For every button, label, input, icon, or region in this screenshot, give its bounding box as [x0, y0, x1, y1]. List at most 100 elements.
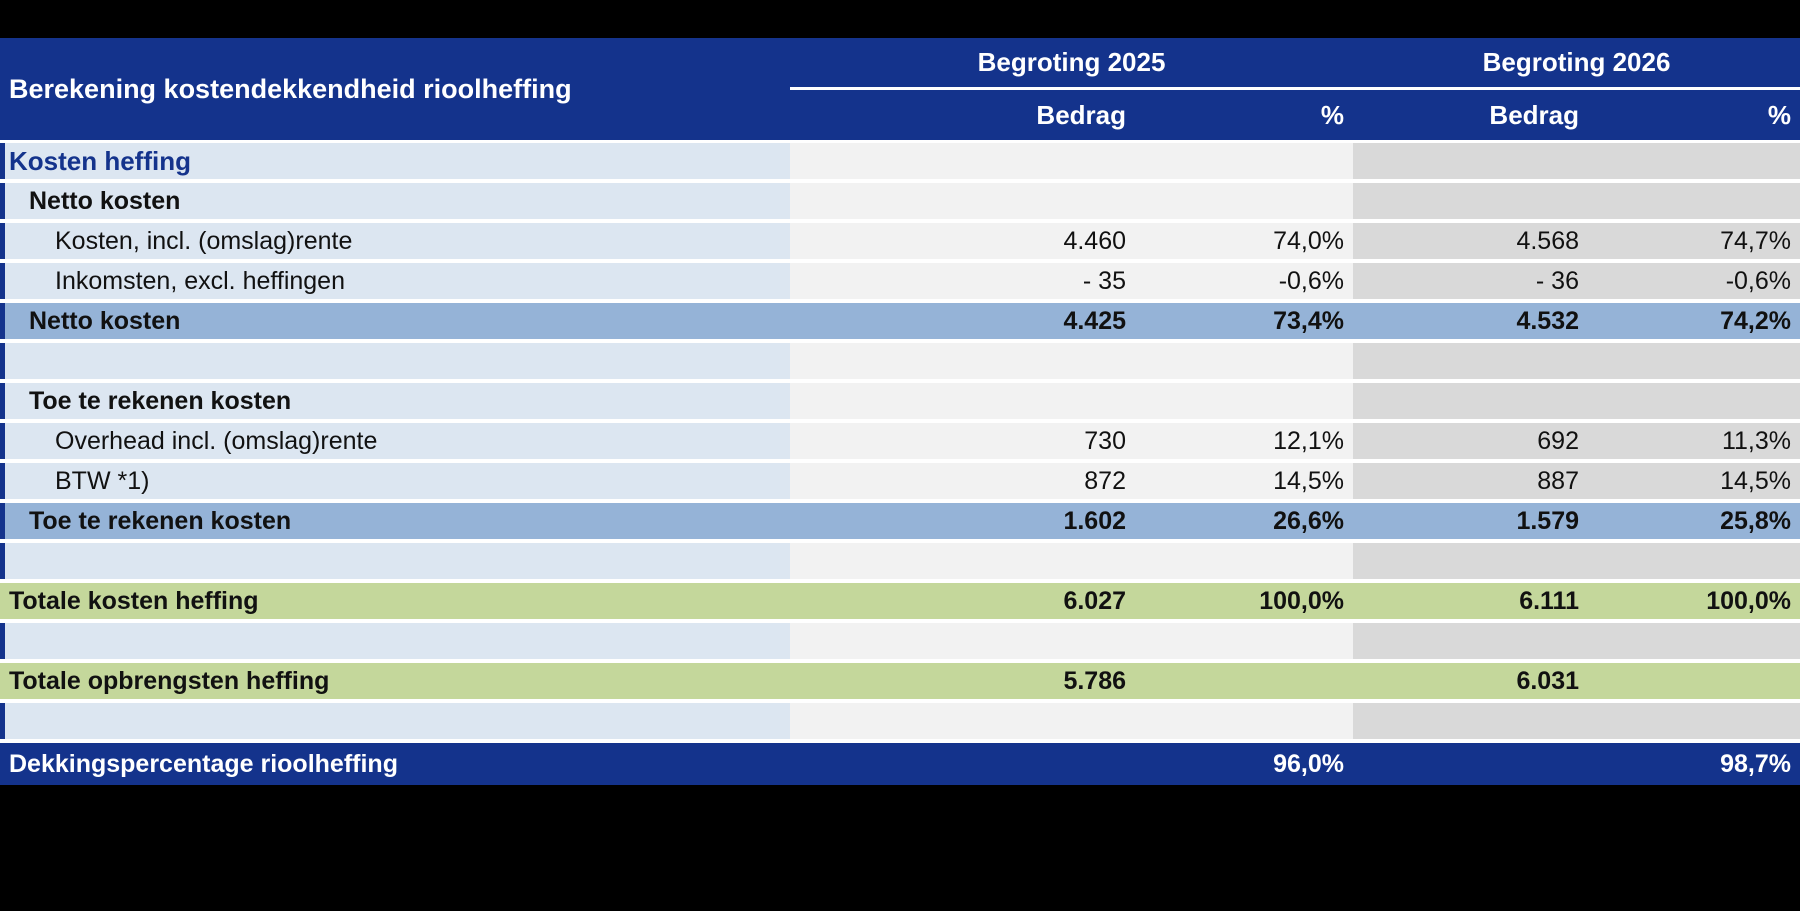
pct-2025-value — [1135, 663, 1353, 699]
bedrag-2026-value: 887 — [1353, 463, 1588, 499]
pct-2026-value — [1588, 703, 1800, 739]
bedrag-2026-value: 692 — [1353, 423, 1588, 459]
row-label — [0, 543, 790, 579]
pct-2026-value — [1588, 383, 1800, 419]
table-row — [0, 623, 1800, 659]
pct-2025-value — [1135, 383, 1353, 419]
pct-2025-value: 73,4% — [1135, 303, 1353, 339]
bedrag-2025-value — [790, 343, 1135, 379]
table-row: Dekkingspercentage rioolheffing 96,0% 98,7… — [0, 743, 1800, 785]
bedrag-2025-value: 5.786 — [790, 663, 1135, 699]
column-header-bedrag-2026: Bedrag — [1489, 99, 1579, 130]
bedrag-2025-value: 6.027 — [790, 583, 1135, 619]
bedrag-2025-value — [790, 543, 1135, 579]
pct-2025-value — [1135, 183, 1353, 219]
table-row: Toe te rekenen kosten — [0, 383, 1800, 419]
pct-2025-value: 74,0% — [1135, 223, 1353, 259]
bedrag-2026-value: 4.568 — [1353, 223, 1588, 259]
bedrag-2026-value: 4.532 — [1353, 303, 1588, 339]
bedrag-2025-value — [790, 703, 1135, 739]
pct-2026-value: 25,8% — [1588, 503, 1800, 539]
pct-2026-value — [1588, 343, 1800, 379]
row-label — [0, 623, 790, 659]
row-label: Toe te rekenen kosten — [0, 383, 790, 419]
table-row — [0, 703, 1800, 739]
header-group-row: Begroting 2025 Begroting 2026 — [790, 38, 1800, 90]
row-label: Overhead incl. (omslag)rente — [0, 423, 790, 459]
row-label: BTW *1) — [0, 463, 790, 499]
column-group-begroting-2026: Begroting 2026 — [1482, 47, 1671, 77]
pct-2026-value: 98,7% — [1588, 743, 1800, 785]
column-header-pct-2025: % — [1320, 99, 1344, 130]
column-header-pct-2026: % — [1767, 99, 1791, 130]
pct-2025-value — [1135, 703, 1353, 739]
row-label: Totale opbrengsten heffing — [0, 663, 790, 699]
pct-2026-value: 100,0% — [1588, 583, 1800, 619]
pct-2026-value: 11,3% — [1588, 423, 1800, 459]
bedrag-2026-value — [1353, 743, 1588, 785]
table-header: Berekening kostendekkendheid rioolheffin… — [0, 38, 1800, 140]
bedrag-2025-value: 4.425 — [790, 303, 1135, 339]
pct-2026-value — [1588, 543, 1800, 579]
bedrag-2025-value — [790, 183, 1135, 219]
pct-2026-value: 14,5% — [1588, 463, 1800, 499]
bedrag-2026-value: 6.031 — [1353, 663, 1588, 699]
row-label: Netto kosten — [0, 183, 790, 219]
pct-2025-value — [1135, 543, 1353, 579]
pct-2025-value: 26,6% — [1135, 503, 1353, 539]
table-row — [0, 543, 1800, 579]
column-group-begroting-2025: Begroting 2025 — [977, 47, 1166, 77]
table-row: Totale opbrengsten heffing 5.786 6.031 — [0, 663, 1800, 699]
table-row: Netto kosten 4.425 73,4% 4.532 74,2% — [0, 303, 1800, 339]
row-label: Totale kosten heffing — [0, 583, 790, 619]
row-label: Dekkingspercentage rioolheffing — [0, 743, 790, 785]
bedrag-2025-value — [790, 743, 1135, 785]
bedrag-2026-value — [1353, 623, 1588, 659]
bedrag-2025-value — [790, 143, 1135, 179]
table-row: Kosten heffing — [0, 143, 1800, 179]
header-columns: Begroting 2025 Begroting 2026 Bedrag % B… — [790, 38, 1800, 140]
bedrag-2026-value: - 36 — [1353, 263, 1588, 299]
pct-2025-value: 100,0% — [1135, 583, 1353, 619]
row-label — [0, 703, 790, 739]
table-row: Inkomsten, excl. heffingen - 35 -0,6% - 36-… — [0, 263, 1800, 299]
table-row: Toe te rekenen kosten 1.602 26,6% 1.579 25,8… — [0, 503, 1800, 539]
bedrag-2026-value: 1.579 — [1353, 503, 1588, 539]
pct-2025-value — [1135, 143, 1353, 179]
pct-2026-value: -0,6% — [1588, 263, 1800, 299]
table-title: Berekening kostendekkendheid rioolheffin… — [9, 73, 572, 104]
pct-2025-value — [1135, 343, 1353, 379]
row-label: Kosten heffing — [0, 143, 790, 179]
pct-2026-value: 74,7% — [1588, 223, 1800, 259]
pct-2025-value: 12,1% — [1135, 423, 1353, 459]
bedrag-2026-value — [1353, 343, 1588, 379]
row-label: Kosten, incl. (omslag)rente — [0, 223, 790, 259]
table-row: Kosten, incl. (omslag)rente 4.460 74,0% 4.5… — [0, 223, 1800, 259]
column-header-bedrag-2025: Bedrag — [1036, 99, 1126, 130]
row-label: Toe te rekenen kosten — [0, 503, 790, 539]
header-subcolumn-row: Bedrag % Bedrag % — [790, 90, 1800, 140]
row-label: Inkomsten, excl. heffingen — [0, 263, 790, 299]
bedrag-2026-value — [1353, 383, 1588, 419]
bedrag-2026-value — [1353, 183, 1588, 219]
pct-2026-value — [1588, 663, 1800, 699]
bedrag-2026-value — [1353, 543, 1588, 579]
pct-2025-value: 14,5% — [1135, 463, 1353, 499]
bedrag-2025-value — [790, 383, 1135, 419]
table-row: Totale kosten heffing 6.027 100,0% 6.111 100… — [0, 583, 1800, 619]
bedrag-2025-value: 872 — [790, 463, 1135, 499]
pct-2025-value — [1135, 623, 1353, 659]
table-row: BTW *1) 872 14,5% 887 14,5% — [0, 463, 1800, 499]
table-row: Netto kosten — [0, 183, 1800, 219]
pct-2026-value — [1588, 143, 1800, 179]
bedrag-2026-value — [1353, 703, 1588, 739]
bedrag-2025-value: 730 — [790, 423, 1135, 459]
pct-2025-value: -0,6% — [1135, 263, 1353, 299]
top-black-bar — [0, 0, 1800, 38]
row-label: Netto kosten — [0, 303, 790, 339]
bedrag-2025-value: 4.460 — [790, 223, 1135, 259]
table-body: Kosten heffing Netto kosten Kosten, incl. … — [0, 140, 1800, 785]
row-label — [0, 343, 790, 379]
bedrag-2025-value: - 35 — [790, 263, 1135, 299]
bedrag-2026-value — [1353, 143, 1588, 179]
